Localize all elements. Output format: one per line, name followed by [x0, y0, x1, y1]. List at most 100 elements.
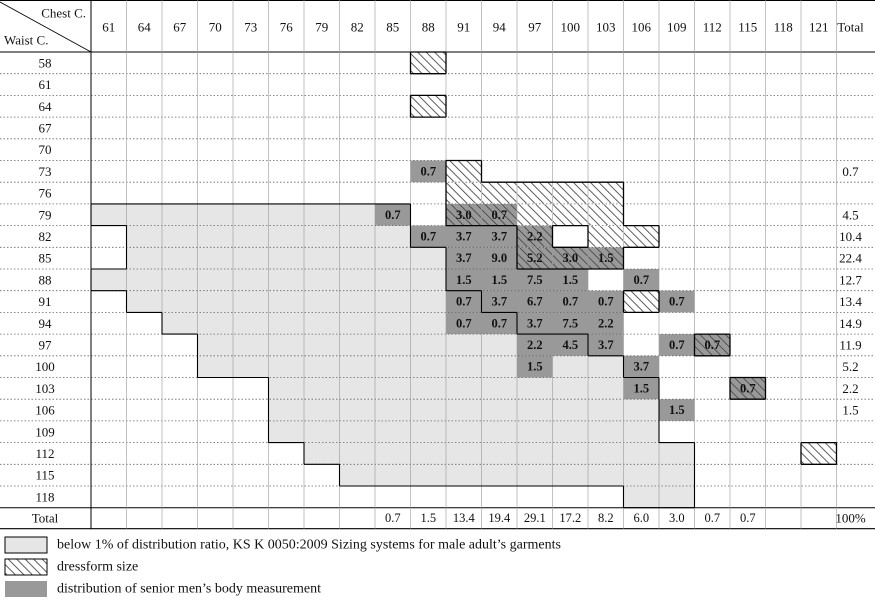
senior-cell — [517, 334, 553, 356]
senior-cell-value: 1.5 — [527, 360, 543, 374]
column-total: 8.2 — [598, 511, 614, 525]
row-total: 12.7 — [839, 272, 862, 287]
dressform-cell — [446, 182, 481, 204]
senior-cell — [446, 312, 482, 335]
waist-size-header: 88 — [39, 272, 52, 287]
legend-swatch-hatch — [4, 558, 48, 576]
senior-cell — [481, 290, 517, 313]
waist-size-header: 82 — [39, 229, 52, 244]
dressform-cell — [588, 247, 623, 269]
senior-cell-value: 7.5 — [562, 316, 578, 330]
senior-cell — [659, 290, 695, 313]
total-column-header: Total — [837, 20, 864, 35]
dressform-cell — [588, 226, 623, 247]
senior-cell — [517, 290, 553, 313]
senior-cell-value: 1.5 — [598, 251, 614, 265]
column-total: 0.7 — [740, 511, 756, 525]
senior-cell — [552, 334, 588, 356]
dressform-cell — [446, 161, 481, 182]
dressform-cell — [482, 182, 517, 204]
senior-cell-value: 0.7 — [420, 164, 436, 178]
senior-cell — [659, 334, 695, 356]
waist-size-header: 115 — [35, 468, 54, 483]
legend-text: dressform size — [57, 560, 138, 575]
senior-cell — [552, 269, 588, 291]
dressform-cell — [553, 204, 588, 226]
dressform-cell — [411, 52, 446, 74]
senior-cell-value: 3.7 — [598, 338, 614, 352]
row-total: 0.7 — [842, 164, 859, 179]
chest-size-header: 67 — [173, 20, 187, 35]
senior-cell — [446, 247, 482, 269]
dressform-cell — [588, 182, 623, 204]
column-total: 1.5 — [420, 511, 436, 525]
senior-cell — [517, 269, 553, 291]
dressform-cell — [553, 182, 588, 204]
column-total: 13.4 — [453, 511, 476, 525]
row-total: 4.5 — [842, 207, 858, 222]
senior-cell — [446, 225, 482, 248]
senior-cell-value: 0.7 — [669, 295, 685, 309]
column-total: 29.1 — [524, 511, 546, 525]
waist-size-header: 79 — [39, 207, 52, 222]
senior-cell-value: 1.5 — [669, 403, 685, 417]
column-total: 0.7 — [385, 511, 401, 525]
senior-cell-value: 0.7 — [491, 316, 507, 330]
senior-cell — [552, 290, 588, 313]
dressform-cell — [517, 182, 552, 204]
senior-cell-value: 3.7 — [527, 316, 543, 330]
senior-cell-value: 0.7 — [740, 381, 756, 395]
waist-size-header: 70 — [39, 142, 52, 157]
senior-cell — [481, 312, 517, 335]
senior-cell — [446, 290, 482, 313]
senior-cell-value: 3.7 — [491, 295, 507, 309]
senior-cell-value: 5.2 — [527, 251, 543, 265]
senior-cell-value: 4.5 — [562, 338, 578, 352]
legend: below 1% of distribution ratio, KS K 005… — [4, 536, 561, 597]
waist-size-header: 118 — [35, 489, 54, 504]
senior-cell-value: 9.0 — [491, 251, 507, 265]
dressform-cell — [411, 95, 446, 117]
header-diagonal — [0, 1, 92, 53]
senior-cell-value: 2.2 — [527, 338, 543, 352]
dressform-cell — [695, 334, 730, 356]
senior-cell — [446, 269, 482, 291]
dressform-cell — [588, 204, 623, 226]
senior-cell-value: 2.2 — [527, 229, 543, 243]
legend-text: below 1% of distribution ratio, KS K 005… — [57, 538, 561, 553]
chest-size-header: 76 — [280, 20, 294, 35]
legend-swatch-senior — [5, 581, 47, 597]
waist-size-header: 100 — [35, 359, 55, 374]
grand-total: 100% — [835, 511, 866, 526]
column-total: 17.2 — [559, 511, 581, 525]
waist-size-header: 85 — [39, 251, 52, 266]
chest-size-header: 109 — [667, 20, 687, 35]
senior-cell — [588, 334, 624, 356]
senior-cell — [375, 203, 411, 226]
chest-size-header: 121 — [809, 20, 829, 35]
waist-size-header: 73 — [39, 164, 52, 179]
senior-cell-value: 3.7 — [456, 251, 472, 265]
senior-cell — [659, 399, 695, 421]
footer-total-label: Total — [32, 511, 59, 526]
senior-cell-value: 0.7 — [456, 316, 472, 330]
waist-size-header: 103 — [35, 381, 55, 396]
senior-cell-value: 0.7 — [456, 295, 472, 309]
senior-cell-value: 0.7 — [420, 229, 436, 243]
chest-axis-label: Chest C. — [41, 6, 86, 21]
senior-cell-value: 0.7 — [704, 338, 720, 352]
chest-size-header: 61 — [102, 20, 115, 35]
light-region-row — [268, 399, 659, 421]
waist-size-header: 76 — [39, 186, 53, 201]
light-region-row — [304, 442, 695, 465]
chest-size-header: 85 — [386, 20, 399, 35]
senior-cell — [623, 269, 659, 291]
senior-cell — [588, 312, 624, 335]
table-text-layer: Chest C. Waist C. 61 64 67 70 73 76 79 82 85 88 91 94… — [4, 6, 866, 526]
dressform-cell — [730, 378, 765, 399]
senior-cell — [481, 269, 517, 291]
chest-size-header: 73 — [244, 20, 257, 35]
chest-size-header: 100 — [561, 20, 581, 35]
row-total: 5.2 — [842, 359, 858, 374]
